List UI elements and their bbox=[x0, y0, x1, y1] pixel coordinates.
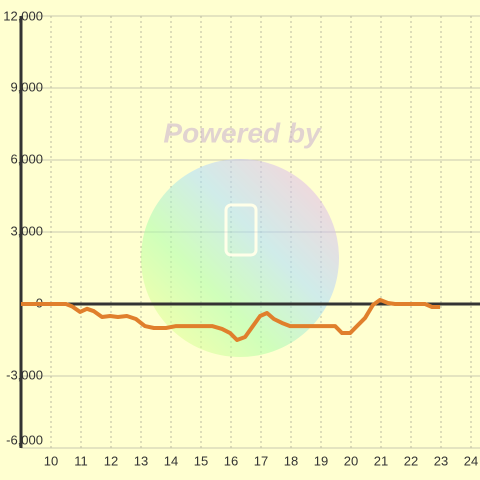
x-tick-label: 22 bbox=[404, 453, 418, 468]
y-tick-label: 12,000 bbox=[3, 8, 43, 23]
watermark-text: Powered by bbox=[163, 117, 322, 148]
x-tick-label: 11 bbox=[74, 453, 88, 468]
y-tick-label: 3,000 bbox=[10, 223, 43, 238]
y-tick-label: -6,000 bbox=[6, 432, 43, 447]
y-tick-label: 6,000 bbox=[10, 151, 43, 166]
y-tick-label: -3,000 bbox=[6, 367, 43, 382]
x-tick-label: 15 bbox=[194, 453, 208, 468]
x-tick-label: 13 bbox=[134, 453, 148, 468]
x-tick-label: 10 bbox=[44, 453, 58, 468]
x-tick-label: 18 bbox=[284, 453, 298, 468]
x-tick-label: 23 bbox=[434, 453, 448, 468]
x-tick-label: 17 bbox=[254, 453, 268, 468]
plot: 12,0009,0006,0003,0000-3,000-6,000101112… bbox=[3, 8, 480, 468]
x-tick-label: 16 bbox=[224, 453, 238, 468]
x-tick-label: 20 bbox=[344, 453, 358, 468]
x-tick-label: 14 bbox=[164, 453, 178, 468]
x-tick-label: 24 bbox=[464, 453, 478, 468]
watermark-logo bbox=[141, 159, 339, 357]
x-tick-label: 21 bbox=[374, 453, 388, 468]
x-tick-label: 19 bbox=[314, 453, 328, 468]
watermark: Powered by bbox=[141, 117, 339, 357]
y-tick-label: 9,000 bbox=[10, 79, 43, 94]
watermark-icon bbox=[224, 203, 258, 257]
line-series bbox=[21, 297, 441, 342]
x-tick-label: 12 bbox=[104, 453, 118, 468]
